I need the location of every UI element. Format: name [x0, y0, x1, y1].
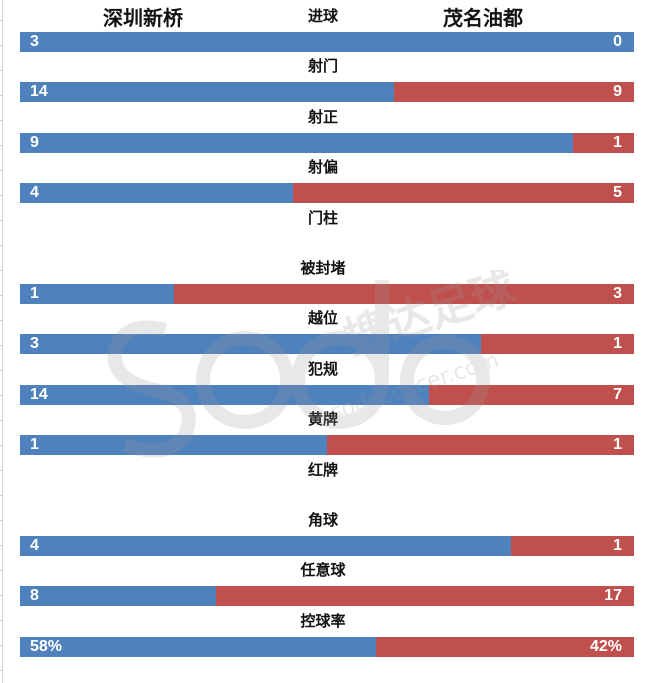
home-segment	[20, 384, 430, 405]
edge-tick	[0, 95, 3, 96]
home-value: 8	[30, 587, 39, 605]
stat-label: 黄牌	[307, 410, 338, 429]
home-segment	[20, 32, 634, 52]
stat-label: 射正	[307, 107, 338, 126]
stat-bar: 14 7	[20, 384, 634, 405]
home-value: 3	[30, 33, 39, 50]
edge-tick	[0, 220, 3, 221]
edge-tick	[0, 145, 3, 146]
edge-tick	[0, 570, 3, 571]
away-value: 9	[613, 83, 622, 101]
edge-tick	[0, 270, 3, 271]
home-value: 1	[30, 436, 39, 454]
away-team-name: 茂名油都	[443, 6, 523, 30]
edge-tick	[0, 520, 3, 521]
home-segment	[20, 82, 394, 103]
stat-label: 门柱	[307, 208, 338, 227]
away-value: 3	[613, 285, 622, 302]
edge-tick	[0, 645, 3, 646]
home-segment	[20, 284, 174, 304]
away-segment	[376, 636, 634, 657]
stat-label: 射门	[307, 57, 338, 76]
stat-label: 犯规	[307, 359, 338, 378]
home-segment	[20, 132, 573, 153]
home-segment	[20, 586, 217, 607]
edge-tick	[0, 170, 3, 171]
stat-label: 进球	[307, 7, 338, 25]
left-border-line	[2, 0, 3, 683]
home-segment	[20, 435, 327, 456]
home-segment	[20, 334, 481, 355]
home-value: 9	[30, 133, 39, 151]
home-team-name: 深圳新桥	[103, 6, 183, 30]
edge-tick	[0, 20, 3, 21]
away-value: 1	[613, 537, 622, 554]
edge-tick	[0, 345, 3, 346]
away-value: 0	[613, 33, 622, 50]
home-value: 14	[30, 83, 48, 101]
away-segment	[511, 536, 634, 556]
stat-label: 角球	[307, 511, 338, 529]
stat-label: 红牌	[307, 460, 338, 479]
stat-label: 射偏	[307, 158, 338, 177]
away-value: 7	[613, 385, 622, 403]
home-segment	[20, 183, 293, 204]
edge-tick	[0, 295, 3, 296]
away-segment	[327, 435, 634, 456]
away-segment	[216, 586, 634, 607]
away-segment	[572, 132, 634, 153]
edge-tick	[0, 670, 3, 671]
edge-tick	[0, 495, 3, 496]
edge-tick	[0, 120, 3, 121]
home-value: 58%	[30, 637, 63, 655]
away-value: 1	[613, 335, 622, 353]
edge-tick	[0, 70, 3, 71]
edge-tick	[0, 470, 3, 471]
home-segment	[20, 636, 377, 657]
away-segment	[173, 284, 634, 304]
away-value: 1	[613, 436, 622, 454]
edge-tick	[0, 595, 3, 596]
stat-label: 任意球	[300, 561, 346, 580]
edge-tick	[0, 545, 3, 546]
edge-tick	[0, 420, 3, 421]
away-value: 1	[613, 133, 622, 151]
away-value: 42%	[589, 637, 622, 655]
away-value: 5	[613, 184, 622, 202]
home-value: 3	[30, 335, 39, 353]
away-segment	[429, 384, 634, 405]
home-segment	[20, 536, 512, 556]
stat-bar: 58% 42%	[20, 636, 634, 657]
away-segment	[292, 183, 634, 204]
edge-tick	[0, 45, 3, 46]
stat-label: 控球率	[300, 611, 346, 630]
away-segment	[393, 82, 634, 103]
stat-bar: 8 17	[20, 586, 634, 607]
stat-label: 越位	[307, 309, 338, 328]
away-value: 17	[604, 587, 622, 605]
home-value: 14	[30, 385, 48, 403]
edge-tick	[0, 195, 3, 196]
edge-tick	[0, 445, 3, 446]
edge-tick	[0, 370, 3, 371]
edge-tick	[0, 245, 3, 246]
home-value: 4	[30, 537, 39, 554]
stat-bar: 14 9	[20, 82, 634, 103]
edge-tick	[0, 395, 3, 396]
away-segment	[480, 334, 634, 355]
stat-label: 被封堵	[300, 259, 346, 277]
home-value: 4	[30, 184, 39, 202]
home-value: 1	[30, 285, 39, 302]
edge-tick	[0, 320, 3, 321]
edge-tick	[0, 620, 3, 621]
